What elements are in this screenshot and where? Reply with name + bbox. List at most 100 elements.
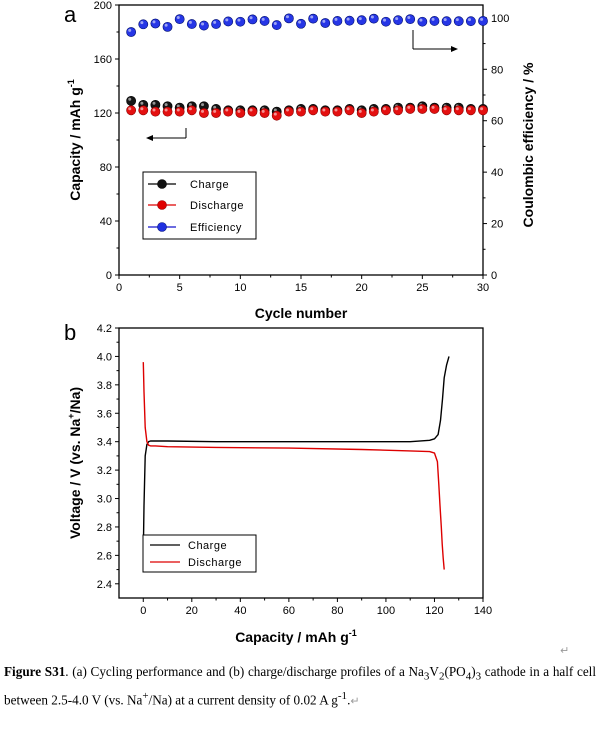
efficiency-point — [332, 16, 343, 26]
discharge-point-highlight — [395, 107, 399, 111]
efficiency-point — [356, 15, 367, 26]
figure-caption: Figure S31. (a) Cycling performance and … — [4, 662, 596, 711]
caption-part: cathode in a half cell between 2.5-4.0 V… — [4, 664, 597, 708]
efficiency-point — [247, 14, 258, 25]
discharge-point — [259, 108, 270, 118]
panel-b-legend: Charge Discharge — [142, 534, 257, 573]
efficiency-point-highlight — [188, 20, 192, 24]
efficiency-point — [162, 21, 173, 32]
charge-curve — [142, 356, 450, 553]
y-tick-label: 40 — [100, 216, 112, 228]
y-tick-label: 3.2 — [97, 465, 112, 477]
discharge-point-highlight — [225, 108, 229, 112]
y2-tick-label: 60 — [491, 116, 503, 128]
panel-a-legend: Charge Discharge Efficiency — [142, 171, 257, 240]
efficiency-point — [186, 19, 197, 29]
discharge-point-highlight — [213, 109, 217, 113]
efficiency-point — [199, 20, 209, 31]
y2-tick-label: 100 — [491, 13, 509, 25]
legend-discharge-marker — [157, 200, 167, 210]
discharge-point-highlight — [358, 109, 362, 113]
y-tick-label: 3.0 — [97, 494, 112, 506]
discharge-point-highlight — [188, 107, 192, 111]
panel-b-chart: b 0 20 40 60 80 100 120 140 2.4 2.6 2.8 3.0 3.2 3.4 3… — [64, 320, 492, 645]
efficiency-point-highlight — [225, 18, 229, 22]
charge-point-highlight — [128, 97, 132, 101]
y-tick-label: 0 — [106, 270, 112, 282]
x-tick-label: 60 — [283, 605, 295, 617]
efficiency-point — [296, 18, 306, 29]
discharge-point — [441, 105, 452, 116]
efficiency-point — [344, 15, 355, 26]
efficiency-point-highlight — [261, 17, 265, 21]
discharge-point-highlight — [346, 107, 350, 111]
x-tick-label: 0 — [116, 282, 122, 294]
x-tick-label: 20 — [356, 282, 368, 294]
efficiency-point-highlight — [358, 17, 362, 21]
charge-point — [126, 95, 137, 106]
x-tick-label: 20 — [186, 605, 198, 617]
discharge-point — [186, 105, 197, 116]
legend-charge: Charge — [148, 179, 229, 191]
discharge-point — [223, 106, 234, 117]
panel-a-label: a — [64, 2, 77, 27]
discharge-point-highlight — [334, 108, 338, 112]
efficiency-point-highlight — [152, 20, 156, 24]
efficiency-point — [308, 13, 319, 24]
panel-b-x-axis-title: Capacity / mAh g-1 — [235, 628, 357, 645]
efficiency-point — [150, 18, 161, 29]
x-tick-label: 0 — [140, 605, 146, 617]
discharge-point — [332, 106, 343, 117]
caption-sup: -1 — [337, 689, 348, 702]
discharge-point — [320, 106, 331, 117]
right-arrow-annotation — [412, 30, 458, 52]
efficiency-point-highlight — [249, 16, 253, 20]
efficiency-point — [283, 13, 294, 24]
efficiency-point-highlight — [480, 17, 484, 21]
discharge-point — [344, 105, 355, 116]
charge-point-highlight — [273, 108, 277, 112]
legend-efficiency: Efficiency — [148, 222, 241, 234]
discharge-point-highlight — [164, 108, 168, 112]
legend-b-charge-label: Charge — [188, 540, 227, 552]
discharge-point-highlight — [140, 107, 144, 111]
legend-charge-label: Charge — [190, 179, 229, 191]
discharge-point-highlight — [201, 109, 205, 113]
x-tick-label: 120 — [425, 605, 443, 617]
panel-a-x-axis-title: Cycle number — [255, 305, 348, 321]
discharge-point — [150, 106, 161, 117]
legend-discharge: Discharge — [148, 200, 244, 212]
efficiency-point — [223, 16, 234, 27]
discharge-point-highlight — [419, 105, 423, 109]
discharge-point-highlight — [237, 109, 241, 113]
caption-part: (PO — [444, 664, 466, 679]
panel-b-curves — [142, 356, 450, 570]
efficiency-point-highlight — [140, 21, 144, 25]
efficiency-point — [126, 27, 137, 37]
efficiency-point-highlight — [346, 17, 350, 21]
efficiency-point-highlight — [128, 28, 132, 32]
y-tick-label: 3.8 — [97, 380, 112, 392]
efficiency-point — [417, 16, 428, 27]
efficiency-point-highlight — [467, 18, 471, 22]
discharge-curve — [142, 362, 445, 570]
efficiency-point — [211, 19, 221, 29]
y-tick-label: 2.8 — [97, 522, 112, 534]
panel-a-y-ticks: 0 40 80 120 160 200 — [94, 0, 119, 282]
discharge-point-highlight — [285, 108, 289, 112]
return-mark-upper: ↵ — [560, 644, 569, 657]
discharge-point — [356, 108, 367, 118]
charge-point-highlight — [164, 103, 168, 107]
caption-sub: 3 — [475, 670, 482, 683]
discharge-point-highlight — [152, 108, 156, 112]
panel-b-x-ticks: 0 20 40 60 80 100 120 140 — [140, 598, 492, 617]
efficiency-point-highlight — [164, 23, 168, 27]
y-tick-label: 2.4 — [97, 579, 112, 591]
efficiency-point-highlight — [431, 17, 435, 21]
discharge-point-highlight — [298, 108, 302, 112]
charge-point-highlight — [140, 101, 144, 105]
legend-discharge-label: Discharge — [190, 200, 244, 212]
discharge-point-highlight — [480, 107, 484, 111]
discharge-point-highlight — [443, 107, 447, 111]
discharge-point — [199, 108, 209, 118]
